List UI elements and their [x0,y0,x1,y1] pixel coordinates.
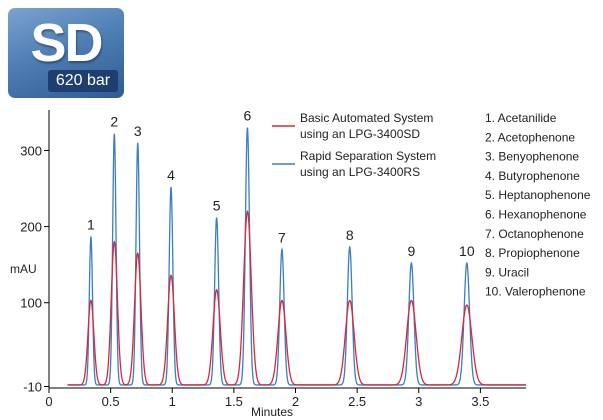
x-axis-title: Minutes [251,405,293,419]
logo-pressure-badge: 620 bar [48,70,118,92]
peak-label: 4 [167,167,175,183]
y-axis-ticks: -10 100 200 300 [20,143,49,394]
compound-list-item: 1. Acetanilide [485,111,557,125]
legend-label: using an LPG-3400SD [300,127,420,141]
y-tick-label: 200 [20,220,42,235]
compound-list-item: 6. Hexanophenone [485,208,587,222]
x-tick-label: 0.5 [102,394,120,409]
x-tick-label: 0 [45,394,52,409]
legend-label: Basic Automated System [300,111,433,125]
compound-list-item: 3. Benyophenone [485,150,579,164]
peak-label: 7 [278,229,286,245]
y-axis-title: mAU [10,262,37,276]
peak-label: 6 [244,108,252,124]
compound-list-item: 4. Butyrophenone [485,169,580,183]
x-tick-label: 3.5 [471,394,489,409]
legend-label: Rapid Separation System [300,149,436,163]
compound-list-item: 2. Acetophenone [485,130,575,144]
series-line-basic-sd [67,210,526,386]
sd-620bar-logo: SD 620 bar [8,8,124,98]
y-tick-label: -10 [23,379,42,394]
compound-list-item: 10. Valerophenone [485,285,586,299]
logo-main-text: SD [30,13,103,73]
y-tick-label: 100 [20,296,42,311]
x-tick-label: 2.5 [348,394,366,409]
peak-label: 9 [407,243,415,259]
series-line-rapid-rs [67,127,526,386]
peak-label: 2 [110,114,118,130]
chart-axes [48,110,526,389]
compound-list-item: 9. Uracil [485,265,529,279]
x-tick-label: 1 [169,394,176,409]
y-tick-label: 300 [20,143,42,158]
peak-label: 10 [459,243,475,259]
compound-list: 1. Acetanilide 2. Acetophenone 3. Benyophe… [485,111,591,299]
peak-label: 1 [87,216,95,232]
compound-list-item: 7. Octanophenone [485,227,584,241]
peak-label: 3 [134,123,142,139]
x-tick-label: 1.5 [225,394,243,409]
peak-label: 8 [346,227,354,243]
compound-list-item: 8. Propiophenone [485,246,580,260]
chart-series [67,127,526,386]
x-tick-label: 2 [292,394,299,409]
x-axis-ticks: 0 0.5 1 1.5 2 2.5 3 3.5 [45,388,489,409]
x-tick-label: 3 [415,394,422,409]
peak-label: 5 [213,197,221,213]
legend-label: using an LPG-3400RS [300,165,420,179]
chart-legend: Basic Automated System using an LPG-3400S… [272,111,436,179]
compound-list-item: 5. Heptanophenone [485,188,591,202]
